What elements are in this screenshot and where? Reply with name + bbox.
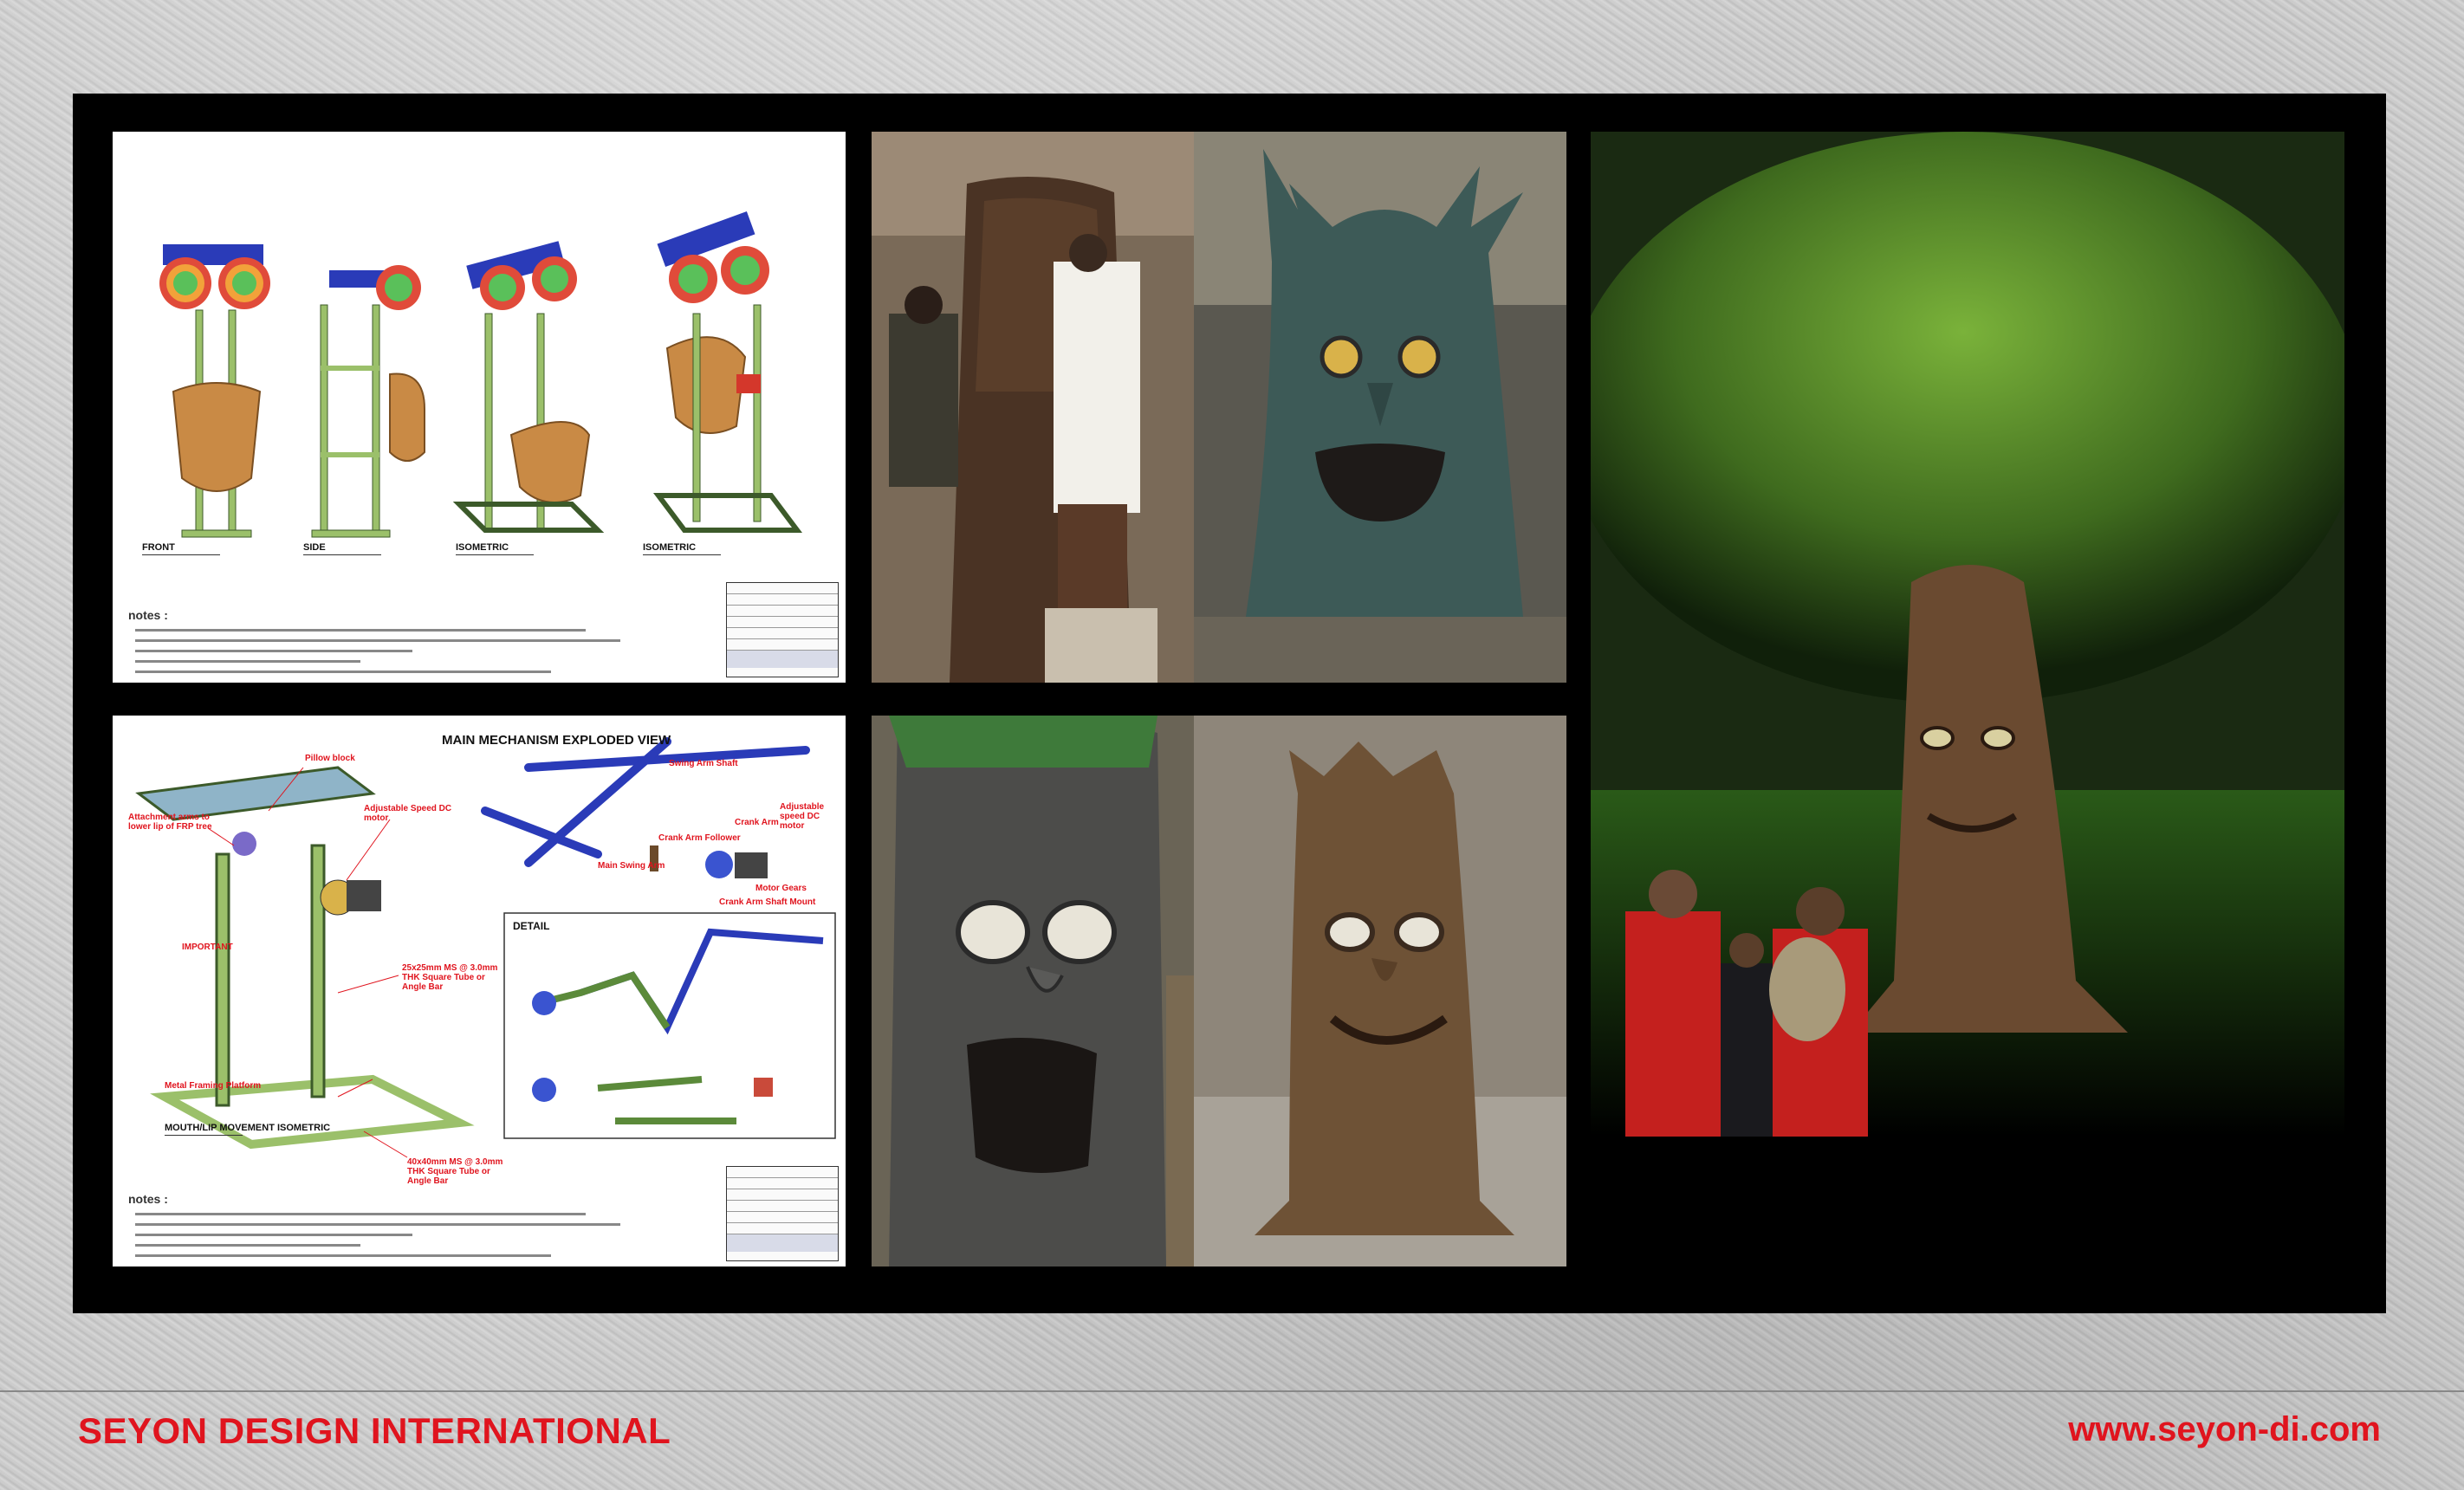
callout-square-tube-25: 25x25mm MS @ 3.0mm THK Square Tube or An… <box>402 963 498 992</box>
view-label-front: FRONT <box>142 542 220 555</box>
website-link[interactable]: www.seyon-di.com <box>2068 1410 2381 1448</box>
mouth-mechanism-illustration <box>135 737 836 1158</box>
callout-important: IMPORTANT <box>182 943 233 952</box>
company-name: SEYON DESIGN INTERNATIONAL <box>78 1410 671 1451</box>
workshop-sculpting-photo <box>872 132 1241 683</box>
mechanism-views-illustration <box>159 211 802 538</box>
note-line <box>135 1213 586 1215</box>
callout-metal-platform: Metal Framing Platform <box>165 1081 262 1091</box>
notes-heading: notes : <box>128 608 168 622</box>
callout-pillow-block: Pillow block <box>305 754 355 763</box>
detail-label: DETAIL <box>513 920 550 932</box>
note-line <box>135 639 620 642</box>
presentation-board: FRONT SIDE ISOMETRIC ISOMETRIC notes : <box>73 94 2386 1313</box>
mouth-mechanism-drawing: MAIN MECHANISM EXPLODED VIEW DETAIL Pill… <box>113 716 846 1266</box>
forest-tree-render-illustration <box>1591 132 2344 1137</box>
note-line <box>135 1234 412 1236</box>
callout-main-swing-arm: Main Swing Arm <box>598 861 665 871</box>
teal-tree-sculpture-photo <box>1194 132 1566 683</box>
title-block <box>726 582 839 677</box>
notes-heading: notes : <box>128 1192 168 1206</box>
footer-divider <box>0 1390 2464 1392</box>
note-line <box>135 1254 551 1257</box>
callout-crank-arm-follower: Crank Arm Follower <box>658 833 741 843</box>
exploded-view-title: MAIN MECHANISM EXPLODED VIEW <box>442 733 671 748</box>
brown-tree-smiling-photo <box>1194 716 1566 1266</box>
mechanism-views-drawing: FRONT SIDE ISOMETRIC ISOMETRIC notes : <box>113 132 846 683</box>
teal-tree-sculpture-illustration <box>1194 132 1566 683</box>
note-line <box>135 650 412 652</box>
note-line <box>135 1223 620 1226</box>
callout-dc-motor: Adjustable Speed DC motor <box>364 804 452 823</box>
view-label-isometric-2: ISOMETRIC <box>643 542 721 555</box>
callout-adjustable-dc-motor: Adjustable speed DC motor <box>780 802 825 831</box>
note-line <box>135 660 360 663</box>
view-label-isometric-1: ISOMETRIC <box>456 542 534 555</box>
callout-square-tube-40: 40x40mm MS @ 3.0mm THK Square Tube or An… <box>407 1157 503 1186</box>
callout-crank-arm: Crank Arm <box>735 818 779 827</box>
title-block <box>726 1166 839 1261</box>
note-line <box>135 629 586 632</box>
brown-tree-smiling-illustration <box>1194 716 1566 1266</box>
callout-crank-shaft-mount: Crank Arm Shaft Mount <box>719 897 816 907</box>
callout-swing-arm-shaft: Swing Arm Shaft <box>669 759 738 768</box>
forest-tree-render <box>1591 132 2344 1137</box>
view-label-side: SIDE <box>303 542 381 555</box>
view-label-mouth-lip: MOUTH/LIP MOVEMENT ISOMETRIC <box>165 1123 330 1136</box>
note-line <box>135 1244 360 1247</box>
note-line <box>135 670 551 673</box>
callout-attachment-arms: Attachment arms to lower lip of FRP tree <box>128 813 212 832</box>
gray-tree-open-mouth-photo <box>872 716 1241 1266</box>
gray-tree-open-mouth-illustration <box>872 716 1241 1266</box>
workshop-sculpting-illustration <box>872 132 1241 683</box>
callout-motor-gears: Motor Gears <box>755 884 807 893</box>
